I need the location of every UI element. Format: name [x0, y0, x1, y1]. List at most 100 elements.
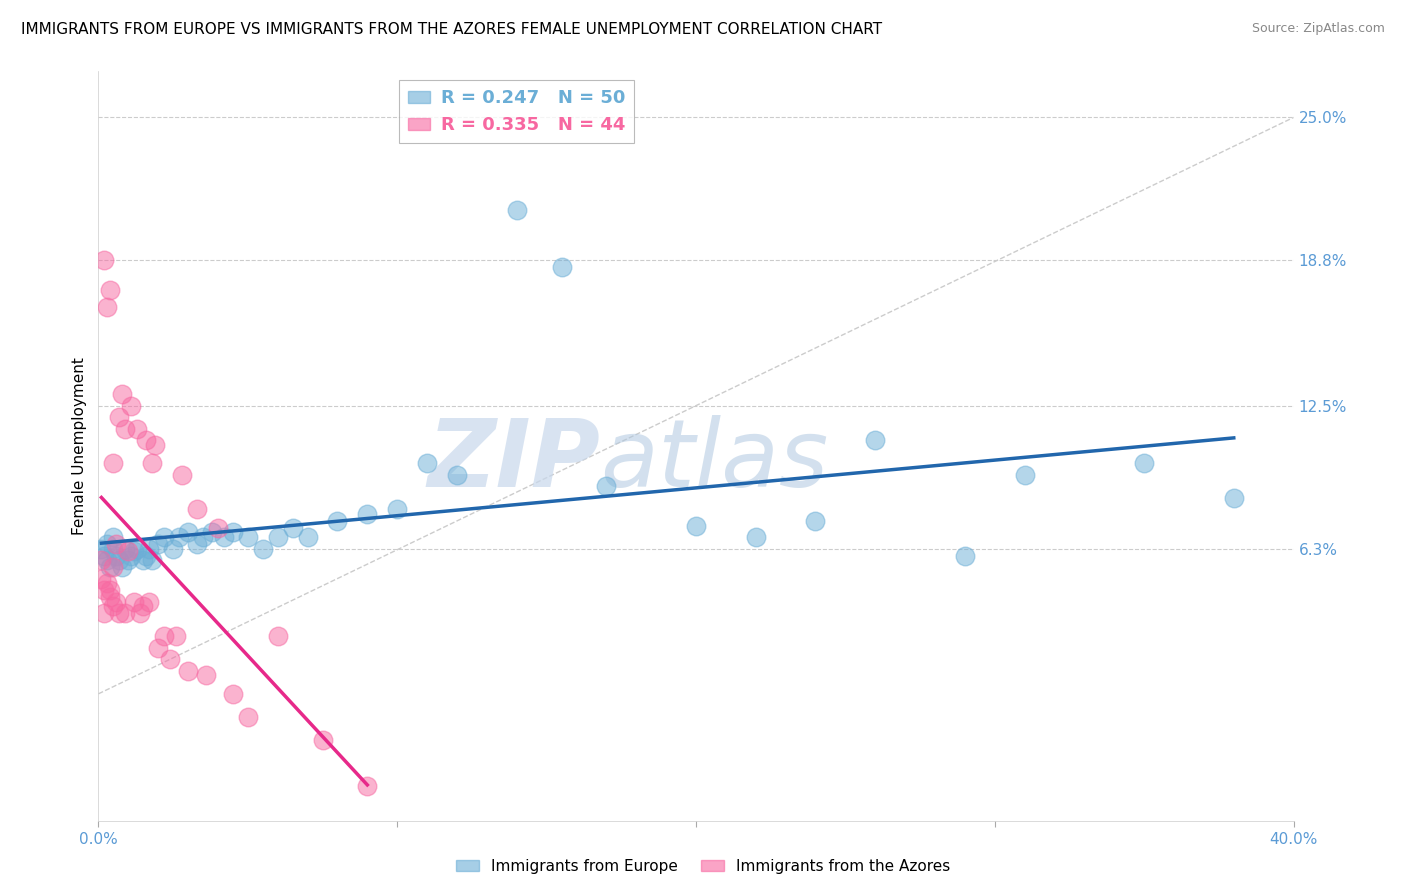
- Point: [103, 456, 125, 470]
- Point: [141, 553, 163, 567]
- Text: 0.0%: 0.0%: [79, 832, 118, 847]
- Y-axis label: Female Unemployment: Female Unemployment: [72, 357, 87, 535]
- Point: [93, 606, 115, 620]
- Point: [1133, 456, 1156, 470]
- Point: [356, 779, 378, 793]
- Point: [143, 438, 166, 452]
- Point: [111, 387, 134, 401]
- Text: ZIP: ZIP: [427, 415, 600, 507]
- Point: [281, 521, 304, 535]
- Point: [114, 422, 136, 436]
- Point: [195, 668, 218, 682]
- Point: [177, 525, 200, 540]
- Point: [90, 541, 112, 556]
- Text: 40.0%: 40.0%: [1270, 832, 1317, 847]
- Point: [252, 541, 274, 556]
- Point: [201, 525, 224, 540]
- Text: IMMIGRANTS FROM EUROPE VS IMMIGRANTS FROM THE AZORES FEMALE UNEMPLOYMENT CORRELA: IMMIGRANTS FROM EUROPE VS IMMIGRANTS FRO…: [21, 22, 882, 37]
- Point: [98, 560, 122, 574]
- Point: [865, 434, 887, 448]
- Point: [745, 530, 768, 544]
- Point: [90, 553, 112, 567]
- Point: [141, 456, 163, 470]
- Point: [222, 525, 245, 540]
- Point: [506, 202, 529, 217]
- Point: [111, 560, 134, 574]
- Point: [90, 572, 112, 586]
- Point: [191, 530, 214, 544]
- Point: [153, 629, 176, 643]
- Point: [267, 629, 290, 643]
- Point: [132, 553, 155, 567]
- Point: [311, 733, 333, 747]
- Point: [114, 606, 136, 620]
- Point: [138, 594, 160, 608]
- Point: [103, 560, 125, 574]
- Point: [153, 530, 176, 544]
- Point: [108, 606, 131, 620]
- Point: [159, 652, 181, 666]
- Point: [212, 530, 235, 544]
- Point: [120, 399, 142, 413]
- Point: [93, 549, 115, 563]
- Point: [236, 530, 259, 544]
- Point: [167, 530, 190, 544]
- Point: [236, 710, 259, 724]
- Point: [135, 434, 157, 448]
- Legend: Immigrants from Europe, Immigrants from the Azores: Immigrants from Europe, Immigrants from …: [450, 853, 956, 880]
- Point: [103, 530, 125, 544]
- Point: [98, 590, 122, 604]
- Point: [96, 537, 118, 551]
- Point: [105, 594, 128, 608]
- Point: [96, 300, 118, 314]
- Point: [207, 521, 229, 535]
- Point: [804, 514, 827, 528]
- Point: [148, 640, 170, 655]
- Point: [162, 541, 184, 556]
- Point: [186, 502, 208, 516]
- Point: [96, 553, 118, 567]
- Text: Source: ZipAtlas.com: Source: ZipAtlas.com: [1251, 22, 1385, 36]
- Point: [93, 253, 115, 268]
- Point: [117, 544, 139, 558]
- Point: [953, 549, 976, 563]
- Point: [385, 502, 409, 516]
- Point: [127, 422, 149, 436]
- Point: [103, 541, 125, 556]
- Point: [135, 549, 157, 563]
- Point: [172, 467, 194, 482]
- Point: [356, 507, 378, 521]
- Point: [108, 410, 131, 425]
- Legend: R = 0.247   N = 50, R = 0.335   N = 44: R = 0.247 N = 50, R = 0.335 N = 44: [399, 80, 634, 144]
- Point: [326, 514, 349, 528]
- Point: [124, 594, 146, 608]
- Point: [124, 544, 146, 558]
- Point: [132, 599, 155, 614]
- Point: [1014, 467, 1036, 482]
- Point: [108, 553, 131, 567]
- Point: [105, 549, 128, 563]
- Point: [96, 576, 118, 591]
- Point: [685, 518, 707, 533]
- Point: [98, 583, 122, 598]
- Point: [129, 606, 152, 620]
- Point: [120, 549, 142, 563]
- Point: [267, 530, 290, 544]
- Point: [186, 537, 208, 551]
- Point: [595, 479, 617, 493]
- Point: [103, 599, 125, 614]
- Point: [297, 530, 319, 544]
- Point: [550, 260, 572, 275]
- Point: [98, 284, 122, 298]
- Text: atlas: atlas: [600, 416, 828, 507]
- Point: [127, 541, 149, 556]
- Point: [416, 456, 439, 470]
- Point: [138, 541, 160, 556]
- Point: [177, 664, 200, 678]
- Point: [446, 467, 468, 482]
- Point: [165, 629, 187, 643]
- Point: [105, 537, 128, 551]
- Point: [93, 583, 115, 598]
- Point: [117, 553, 139, 567]
- Point: [114, 541, 136, 556]
